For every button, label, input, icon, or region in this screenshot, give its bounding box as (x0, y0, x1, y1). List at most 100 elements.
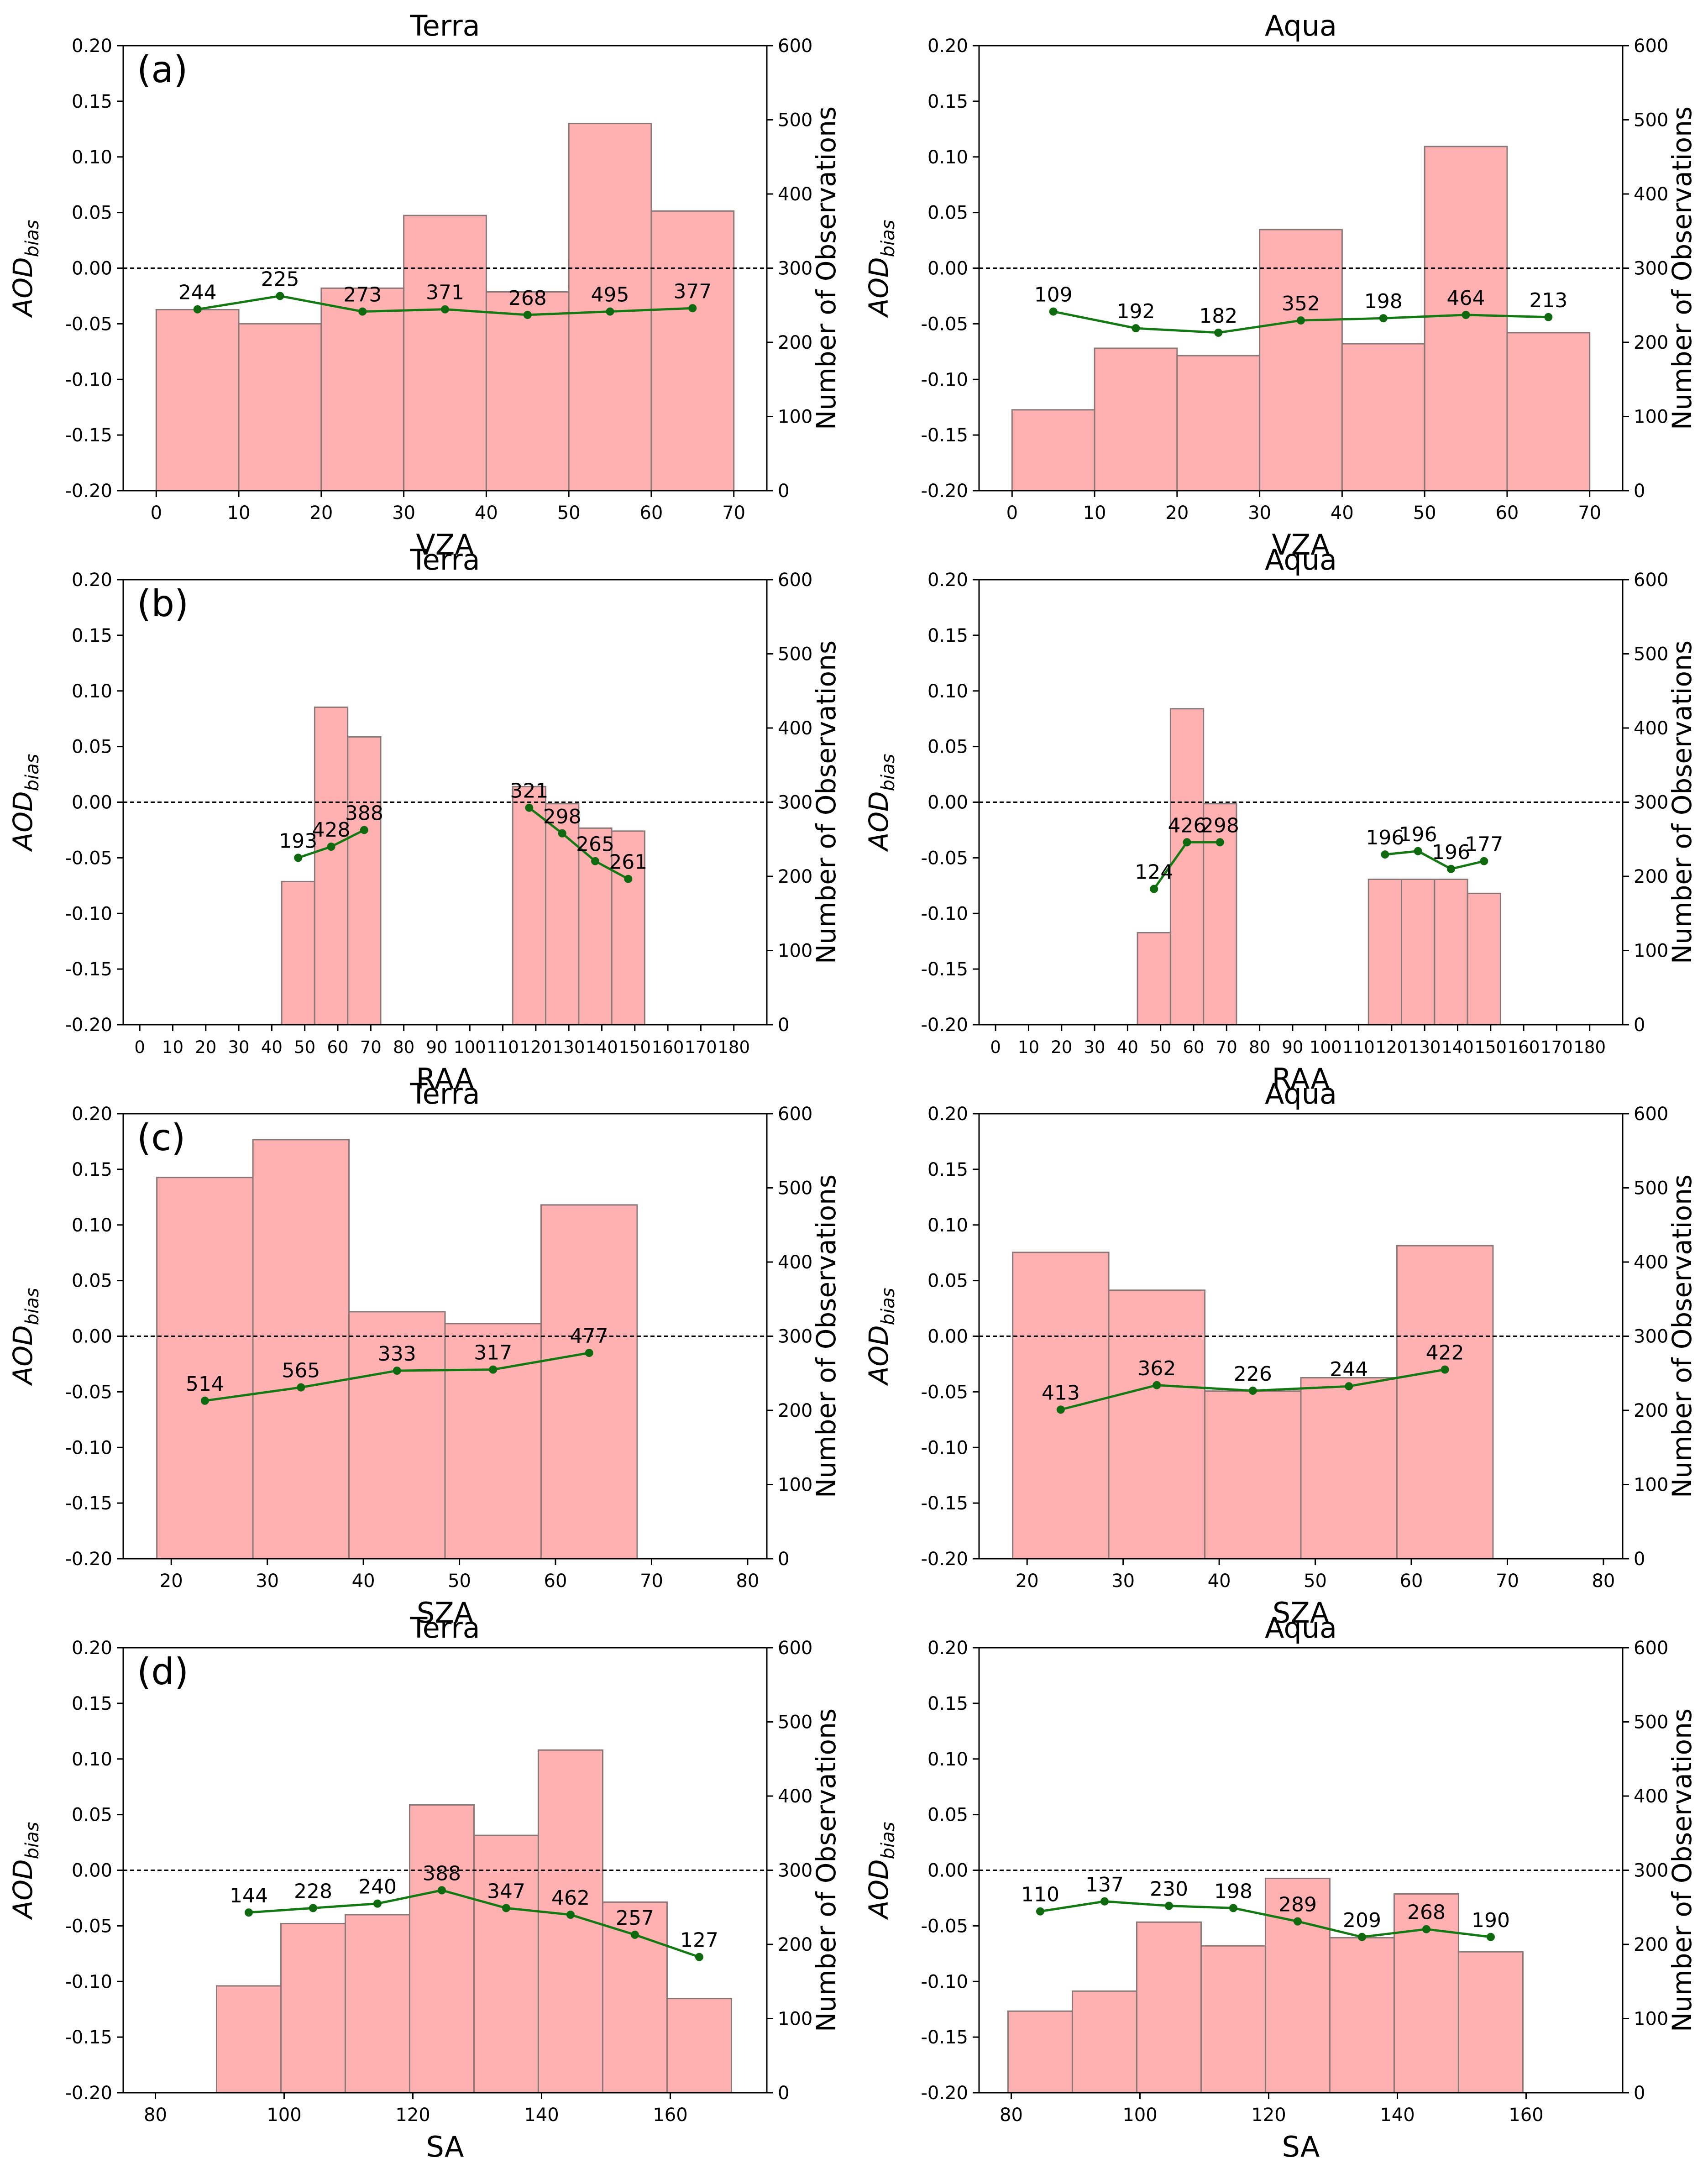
bias-point (294, 854, 303, 862)
bar (344, 1914, 410, 2094)
x-tick-label: 40 (1331, 503, 1354, 524)
left-axis-label-subscript: bias (878, 754, 899, 791)
x-tick-label: 20 (309, 503, 333, 524)
left-tick-label: -0.20 (921, 481, 969, 502)
bias-point (1153, 1381, 1161, 1389)
left-tick-label: -0.10 (921, 1437, 969, 1458)
x-tick-label: 60 (639, 503, 663, 524)
point-label: 321 (510, 780, 548, 803)
bias-point (1462, 310, 1470, 319)
x-tick-label: 0 (990, 1037, 1001, 1057)
bar (1204, 1390, 1302, 1560)
bar (485, 291, 570, 492)
x-tick-label: 50 (294, 1037, 315, 1057)
right-tick-label: 200 (778, 332, 812, 353)
bar (545, 803, 580, 1026)
bar (1136, 1921, 1202, 2094)
left-tick-label: -0.15 (65, 425, 113, 446)
x-tick-label: 20 (160, 1571, 183, 1592)
left-tick-label: 0.20 (927, 570, 968, 591)
x-tick-label: 20 (1165, 503, 1189, 524)
right-tick-label: 600 (1634, 1104, 1668, 1125)
right-tick-label: 200 (1634, 1934, 1668, 1955)
x-axis-label: SZA (417, 1596, 473, 1629)
bar (1137, 932, 1171, 1026)
right-tick-label: 200 (778, 1934, 812, 1955)
left-axis-label-subscript: bias (22, 1822, 43, 1859)
x-tick-label: 70 (1496, 1571, 1519, 1592)
right-tick-label: 300 (778, 1860, 812, 1881)
left-tick-label: 0.15 (72, 625, 112, 646)
x-tick-label: 60 (1400, 1571, 1423, 1592)
right-tick-label: 300 (1634, 792, 1668, 813)
bias-point (393, 1367, 401, 1375)
right-axis-label: Number of Observations (1666, 1174, 1698, 1498)
right-tick-label: 300 (1634, 258, 1668, 279)
left-tick-label: 0.10 (927, 681, 968, 702)
right-tick-label: 600 (1634, 1638, 1668, 1659)
bias-point (1049, 307, 1058, 316)
left-tick-label: 0.05 (72, 737, 112, 758)
x-tick-label: 100 (1310, 1037, 1342, 1057)
right-axis-label: Number of Observations (1666, 106, 1698, 430)
point-label: 352 (1282, 292, 1320, 315)
bias-point (1297, 316, 1305, 325)
left-tick-label: 0.20 (72, 36, 112, 57)
point-label: 426 (1168, 814, 1206, 837)
bias-point (373, 1899, 382, 1908)
chart-d-terra: 144 228 240 388 347 462 257 127 -0.20 -0.15 -0.10 -… (7, 1611, 842, 2158)
left-tick-label: -0.05 (65, 1382, 113, 1403)
bias-point (297, 1383, 305, 1392)
left-axis-label: AODbias (7, 220, 43, 319)
point-label: 477 (570, 1325, 608, 1348)
bar (611, 830, 645, 1026)
left-tick-label: 0.05 (72, 1805, 112, 1826)
point-label: 268 (508, 287, 547, 310)
panel-label: (b) (137, 582, 189, 625)
right-axis-label: Number of Observations (1666, 1708, 1698, 2032)
bias-point (1056, 1405, 1065, 1414)
bias-point (441, 305, 449, 314)
point-label: 317 (474, 1341, 512, 1365)
bias-point (1183, 838, 1191, 847)
left-tick-label: -0.10 (65, 1971, 113, 1992)
right-tick-label: 0 (1634, 1549, 1645, 1570)
bar (1401, 879, 1436, 1026)
bar (1457, 1951, 1524, 2094)
bias-point (606, 307, 614, 316)
right-tick-label: 0 (778, 2083, 789, 2104)
chart-title: Aqua (1265, 1611, 1337, 1645)
chart-title: Aqua (1265, 9, 1337, 42)
point-label: 244 (1330, 1358, 1368, 1381)
point-label: 192 (1116, 300, 1155, 323)
bias-point (695, 1953, 703, 1961)
chart-title: Terra (409, 1077, 480, 1110)
bias-point (1036, 1907, 1044, 1916)
right-tick-label: 100 (1634, 407, 1668, 428)
x-tick-label: 150 (618, 1037, 651, 1057)
bias-line (528, 807, 629, 880)
bias-point (1132, 324, 1140, 333)
right-tick-label: 0 (1634, 2083, 1645, 2104)
chart-title: Aqua (1265, 1077, 1337, 1110)
bias-point (1293, 1917, 1302, 1926)
bar (1467, 892, 1501, 1026)
bar (1007, 2010, 1073, 2094)
right-tick-label: 0 (778, 1549, 789, 1570)
point-label: 388 (345, 801, 383, 825)
left-tick-label: -0.10 (65, 369, 113, 390)
right-tick-label: 100 (1634, 1475, 1668, 1496)
x-tick-label: 30 (228, 1037, 250, 1057)
x-axis-label: VZA (1272, 528, 1330, 561)
bar (281, 880, 315, 1026)
left-tick-label: -0.15 (65, 959, 113, 980)
right-tick-label: 200 (1634, 1400, 1668, 1421)
x-tick-label: 10 (162, 1037, 183, 1057)
bar (320, 287, 405, 492)
bias-point (309, 1904, 317, 1912)
right-tick-label: 100 (778, 941, 812, 962)
left-tick-label: 0.00 (927, 1326, 968, 1347)
left-tick-label: -0.05 (921, 1916, 969, 1937)
left-axis-label: AODbias (863, 1288, 899, 1387)
